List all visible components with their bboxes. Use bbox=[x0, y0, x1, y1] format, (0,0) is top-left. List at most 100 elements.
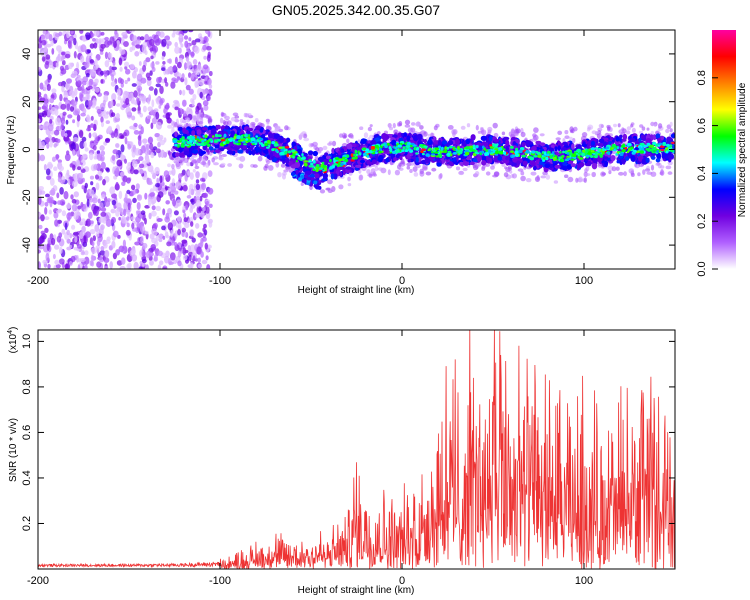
band-halo-speck bbox=[650, 164, 655, 171]
band-halo-speck bbox=[488, 129, 492, 135]
noise-speck bbox=[188, 254, 192, 262]
noise-speck bbox=[129, 63, 135, 69]
noise-speck bbox=[190, 74, 195, 80]
noise-speck bbox=[185, 56, 190, 62]
noise-speck bbox=[38, 124, 43, 130]
noise-speck bbox=[99, 202, 104, 209]
noise-speck bbox=[96, 261, 102, 268]
band-halo-speck bbox=[327, 142, 333, 146]
noise-speck bbox=[149, 38, 155, 47]
band-peak-speck bbox=[534, 150, 539, 153]
band-core-speck bbox=[622, 133, 628, 141]
noise-speck bbox=[90, 247, 97, 255]
band-halo-speck bbox=[235, 157, 242, 161]
noise-speck bbox=[171, 163, 175, 170]
noise-speck bbox=[157, 250, 163, 257]
noise-speck bbox=[200, 177, 205, 182]
noise-speck bbox=[200, 239, 204, 248]
noise-speck bbox=[57, 200, 62, 205]
noise-speck bbox=[129, 46, 133, 53]
band-halo-speck bbox=[626, 126, 632, 131]
band-core-speck bbox=[610, 155, 616, 162]
band-core-speck bbox=[441, 140, 448, 145]
noise-speck bbox=[202, 44, 207, 51]
noise-speck bbox=[88, 80, 93, 88]
band-halo-speck bbox=[358, 174, 363, 181]
band-halo-speck bbox=[409, 169, 413, 173]
noise-speck bbox=[59, 93, 63, 102]
noise-speck bbox=[178, 222, 182, 229]
band-halo-speck bbox=[562, 138, 566, 143]
band-peak-speck bbox=[180, 142, 185, 147]
band-core-speck bbox=[216, 124, 221, 130]
noise-speck bbox=[64, 222, 68, 231]
band-core-speck bbox=[428, 138, 432, 143]
noise-speck bbox=[189, 229, 194, 237]
band-halo-speck bbox=[374, 166, 379, 172]
noise-speck bbox=[79, 140, 85, 149]
noise-speck bbox=[103, 257, 110, 264]
noise-speck bbox=[41, 39, 47, 46]
band-peak-speck bbox=[402, 146, 406, 150]
band-core-speck bbox=[393, 157, 397, 162]
noise-speck bbox=[104, 51, 109, 60]
noise-speck bbox=[135, 216, 141, 223]
noise-speck bbox=[80, 251, 86, 256]
band-core-speck bbox=[415, 156, 420, 163]
noise-speck bbox=[86, 127, 92, 132]
noise-speck bbox=[195, 171, 200, 179]
band-peak-speck bbox=[287, 150, 292, 154]
noise-speck bbox=[89, 175, 95, 180]
noise-speck bbox=[84, 32, 91, 40]
noise-speck bbox=[192, 169, 196, 173]
noise-speck bbox=[54, 108, 59, 116]
band-halo-speck bbox=[400, 158, 405, 164]
band-halo-speck bbox=[417, 122, 421, 127]
noise-speck bbox=[85, 93, 91, 101]
band-halo-speck bbox=[174, 121, 178, 128]
band-halo-speck bbox=[530, 171, 537, 176]
band-halo-speck bbox=[625, 130, 631, 135]
noise-speck bbox=[202, 192, 209, 199]
noise-speck bbox=[134, 51, 140, 57]
band-halo-speck bbox=[186, 162, 191, 167]
noise-speck bbox=[150, 122, 154, 130]
noise-speck bbox=[97, 198, 101, 204]
noise-speck bbox=[80, 112, 86, 117]
noise-speck bbox=[169, 182, 175, 190]
noise-speck bbox=[185, 84, 191, 91]
band-peak-speck bbox=[250, 137, 256, 141]
band-halo-speck bbox=[180, 118, 184, 124]
band-halo-speck bbox=[477, 130, 482, 134]
noise-speck bbox=[92, 37, 96, 42]
noise-speck bbox=[98, 218, 102, 223]
band-halo-speck bbox=[194, 161, 198, 167]
noise-speck bbox=[203, 55, 207, 60]
noise-speck bbox=[174, 46, 181, 54]
band-peak-speck bbox=[204, 138, 207, 141]
noise-speck bbox=[61, 210, 67, 217]
noise-speck bbox=[128, 94, 132, 102]
band-halo-speck bbox=[318, 147, 324, 152]
noise-speck bbox=[66, 238, 71, 244]
band-core-speck bbox=[562, 161, 567, 166]
band-peak-speck bbox=[544, 151, 547, 156]
noise-speck bbox=[132, 70, 137, 79]
noise-speck bbox=[120, 215, 126, 224]
noise-speck bbox=[137, 110, 142, 115]
noise-speck bbox=[176, 216, 181, 222]
band-halo-speck bbox=[618, 129, 624, 134]
noise-speck bbox=[135, 44, 142, 49]
noise-speck bbox=[124, 192, 128, 202]
noise-speck bbox=[111, 240, 116, 249]
noise-speck bbox=[84, 264, 88, 269]
noise-speck bbox=[72, 100, 78, 106]
band-core-speck bbox=[355, 164, 362, 168]
noise-speck bbox=[131, 115, 136, 121]
noise-speck bbox=[183, 35, 189, 40]
noise-speck bbox=[38, 66, 42, 72]
band-halo-speck bbox=[227, 163, 233, 167]
noise-speck bbox=[159, 260, 164, 266]
noise-speck bbox=[179, 37, 183, 45]
noise-speck bbox=[63, 191, 69, 200]
